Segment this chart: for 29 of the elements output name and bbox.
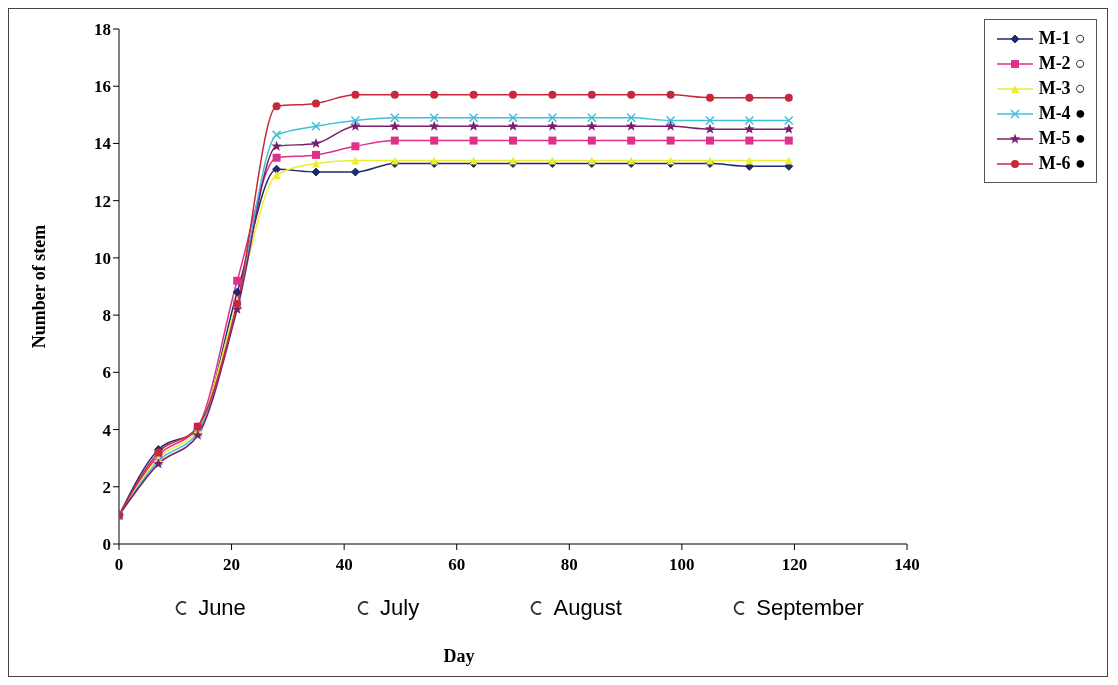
x-tick-label: 100 [669,555,695,575]
y-tick-label: 4 [102,420,112,440]
text: June [198,595,246,621]
x-tick-label: 20 [223,555,241,575]
x-tick-label: 80 [560,555,578,575]
legend-label: M-5 ● [1038,128,1086,149]
y-tick-label: 12 [94,191,111,211]
y-tick-label: 6 [102,363,111,383]
y-tick-label: 0 [102,535,111,555]
legend-label: M-3 ○ [1038,78,1086,99]
legend-label: M-1 ○ [1038,28,1086,49]
x-tick-label: 40 [335,555,353,575]
text: August [553,595,622,621]
y-tick-label: 18 [94,20,111,40]
legend-label: M-2 ○ [1038,53,1086,74]
legend-label: M-4 ● [1038,103,1086,124]
x-tick-label: 120 [781,555,808,575]
y-tick-label: 14 [94,134,112,154]
y-tick-label: 2 [102,477,111,497]
y-tick-label: 8 [102,306,111,326]
text: July [380,595,420,621]
legend-label: M-6 ● [1038,153,1086,174]
x-tick-label: 140 [894,555,920,575]
y-tick-label: 16 [94,77,111,97]
y-tick-label: 10 [94,248,111,268]
x-axis-title: Day [442,646,476,667]
x-tick-label: 60 [448,555,466,575]
y-axis-title: Number of stem [29,224,50,349]
text: September [756,595,864,621]
